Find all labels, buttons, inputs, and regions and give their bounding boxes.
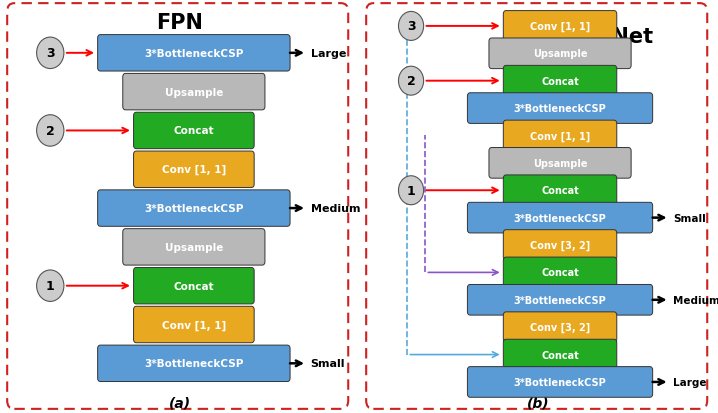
Text: 3: 3 — [406, 20, 416, 33]
Circle shape — [398, 12, 424, 41]
Text: 3*BottleneckCSP: 3*BottleneckCSP — [513, 377, 607, 387]
Circle shape — [37, 38, 64, 69]
FancyBboxPatch shape — [503, 66, 617, 97]
FancyBboxPatch shape — [123, 74, 265, 111]
Text: FPN: FPN — [156, 13, 203, 33]
Text: Concat: Concat — [541, 268, 579, 278]
FancyBboxPatch shape — [503, 257, 617, 288]
Text: Concat: Concat — [541, 350, 579, 360]
Text: 3*BottleneckCSP: 3*BottleneckCSP — [513, 104, 607, 114]
FancyBboxPatch shape — [467, 203, 653, 233]
Text: Medium: Medium — [311, 204, 360, 214]
Text: Small: Small — [311, 358, 345, 368]
Circle shape — [398, 67, 424, 96]
FancyBboxPatch shape — [134, 113, 254, 150]
FancyBboxPatch shape — [467, 285, 653, 316]
Text: Small: Small — [673, 213, 706, 223]
Text: 2: 2 — [406, 75, 416, 88]
FancyBboxPatch shape — [98, 36, 290, 72]
FancyBboxPatch shape — [467, 367, 653, 397]
FancyBboxPatch shape — [98, 190, 290, 227]
Text: 2: 2 — [46, 125, 55, 138]
Text: Concat: Concat — [174, 281, 214, 291]
Circle shape — [37, 271, 64, 301]
Text: (b): (b) — [527, 396, 550, 410]
Text: Large: Large — [673, 377, 707, 387]
Text: Medium: Medium — [673, 295, 718, 305]
FancyBboxPatch shape — [503, 12, 617, 42]
Text: Concat: Concat — [541, 186, 579, 196]
FancyBboxPatch shape — [123, 229, 265, 266]
Text: Conv [1, 1]: Conv [1, 1] — [162, 165, 226, 175]
Text: PANet: PANet — [582, 27, 653, 47]
Circle shape — [37, 116, 64, 147]
Text: 3*BottleneckCSP: 3*BottleneckCSP — [513, 213, 607, 223]
Text: Large: Large — [311, 49, 346, 59]
Text: 3: 3 — [46, 47, 55, 60]
Text: Conv [1, 1]: Conv [1, 1] — [530, 131, 590, 141]
FancyBboxPatch shape — [503, 339, 617, 370]
Text: Conv [3, 2]: Conv [3, 2] — [530, 240, 590, 251]
Text: (a): (a) — [169, 396, 190, 410]
Circle shape — [398, 176, 424, 205]
Text: 3*BottleneckCSP: 3*BottleneckCSP — [144, 204, 243, 214]
FancyBboxPatch shape — [489, 148, 631, 179]
FancyBboxPatch shape — [503, 230, 617, 261]
Text: Conv [1, 1]: Conv [1, 1] — [162, 320, 226, 330]
FancyBboxPatch shape — [134, 152, 254, 188]
Text: 3*BottleneckCSP: 3*BottleneckCSP — [513, 295, 607, 305]
Text: Upsample: Upsample — [164, 242, 223, 252]
Text: 3*BottleneckCSP: 3*BottleneckCSP — [144, 49, 243, 59]
FancyBboxPatch shape — [489, 39, 631, 69]
Text: 1: 1 — [46, 280, 55, 292]
Text: 1: 1 — [406, 184, 416, 197]
Text: Concat: Concat — [541, 76, 579, 86]
FancyBboxPatch shape — [98, 345, 290, 382]
FancyBboxPatch shape — [503, 176, 617, 206]
FancyBboxPatch shape — [503, 121, 617, 152]
Text: Concat: Concat — [174, 126, 214, 136]
Text: Conv [3, 2]: Conv [3, 2] — [530, 322, 590, 332]
FancyBboxPatch shape — [134, 306, 254, 343]
FancyBboxPatch shape — [467, 93, 653, 124]
Text: Conv [1, 1]: Conv [1, 1] — [530, 22, 590, 32]
Text: 3*BottleneckCSP: 3*BottleneckCSP — [144, 358, 243, 368]
FancyBboxPatch shape — [134, 268, 254, 304]
Text: Upsample: Upsample — [533, 159, 587, 169]
FancyBboxPatch shape — [503, 312, 617, 343]
Text: Upsample: Upsample — [533, 49, 587, 59]
Text: Upsample: Upsample — [164, 88, 223, 97]
